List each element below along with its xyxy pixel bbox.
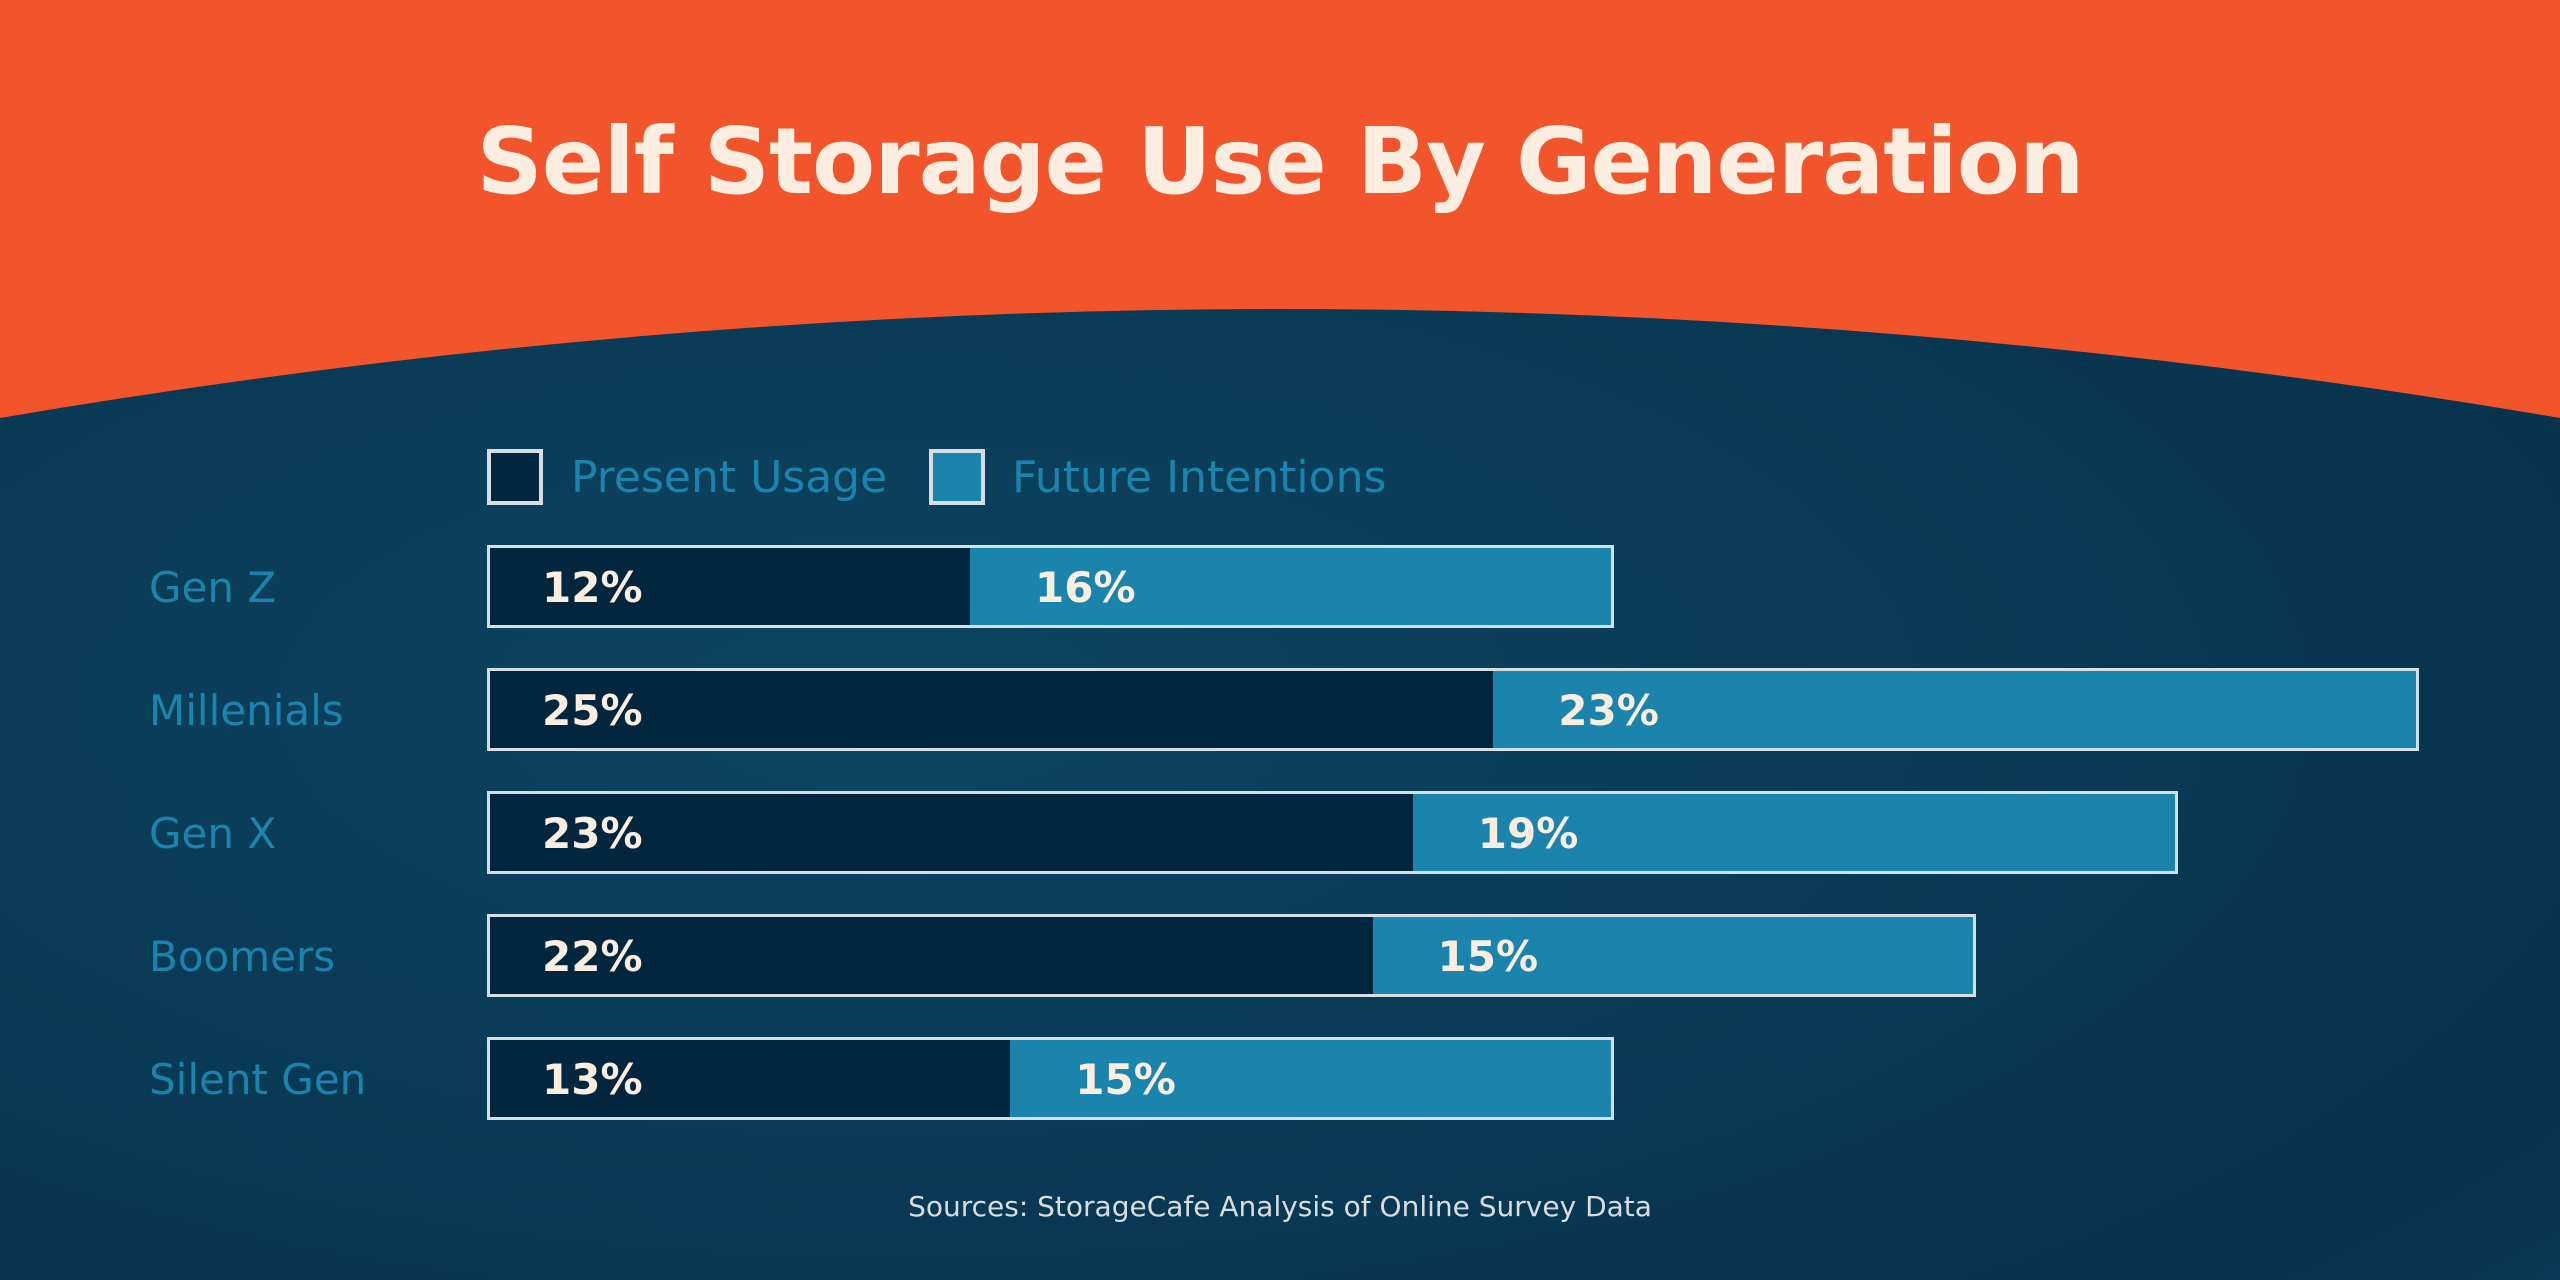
value-label: 25% [542,686,643,735]
orange-header-shape [0,0,2560,418]
bar-future-intentions [1493,668,2419,751]
legend-label-present: Present Usage [571,452,888,503]
bar-present-usage [487,545,973,628]
category-label: Silent Gen [149,1055,367,1104]
source-note: Sources: StorageCafe Analysis of Online … [908,1190,1652,1223]
value-label: 15% [1075,1055,1176,1104]
bar-present-usage [487,791,1416,874]
legend-swatch-future [929,449,985,505]
value-label: 12% [542,563,643,612]
bar-present-usage [487,1037,1014,1120]
value-label: 13% [542,1055,643,1104]
category-label: Millenials [149,686,344,735]
bar-future-intentions [1372,914,1977,997]
chart-title: Self Storage Use By Generation [476,108,2085,215]
bar-future-intentions [1010,1037,1614,1120]
value-label: 22% [542,932,643,981]
category-label: Boomers [149,932,336,981]
legend-swatch-present [487,449,543,505]
value-label: 19% [1477,809,1579,858]
bar-future-intentions [970,545,1614,628]
category-label: Gen X [149,809,277,858]
value-label: 15% [1437,932,1539,981]
category-label: Gen Z [149,563,277,612]
value-label: 16% [1035,563,1136,612]
bar-future-intentions [1412,791,2178,874]
legend-label-future: Future Intentions [1012,452,1387,503]
value-label: 23% [542,809,643,858]
bar-present-usage [487,668,1497,751]
value-label: 23% [1558,686,1659,735]
